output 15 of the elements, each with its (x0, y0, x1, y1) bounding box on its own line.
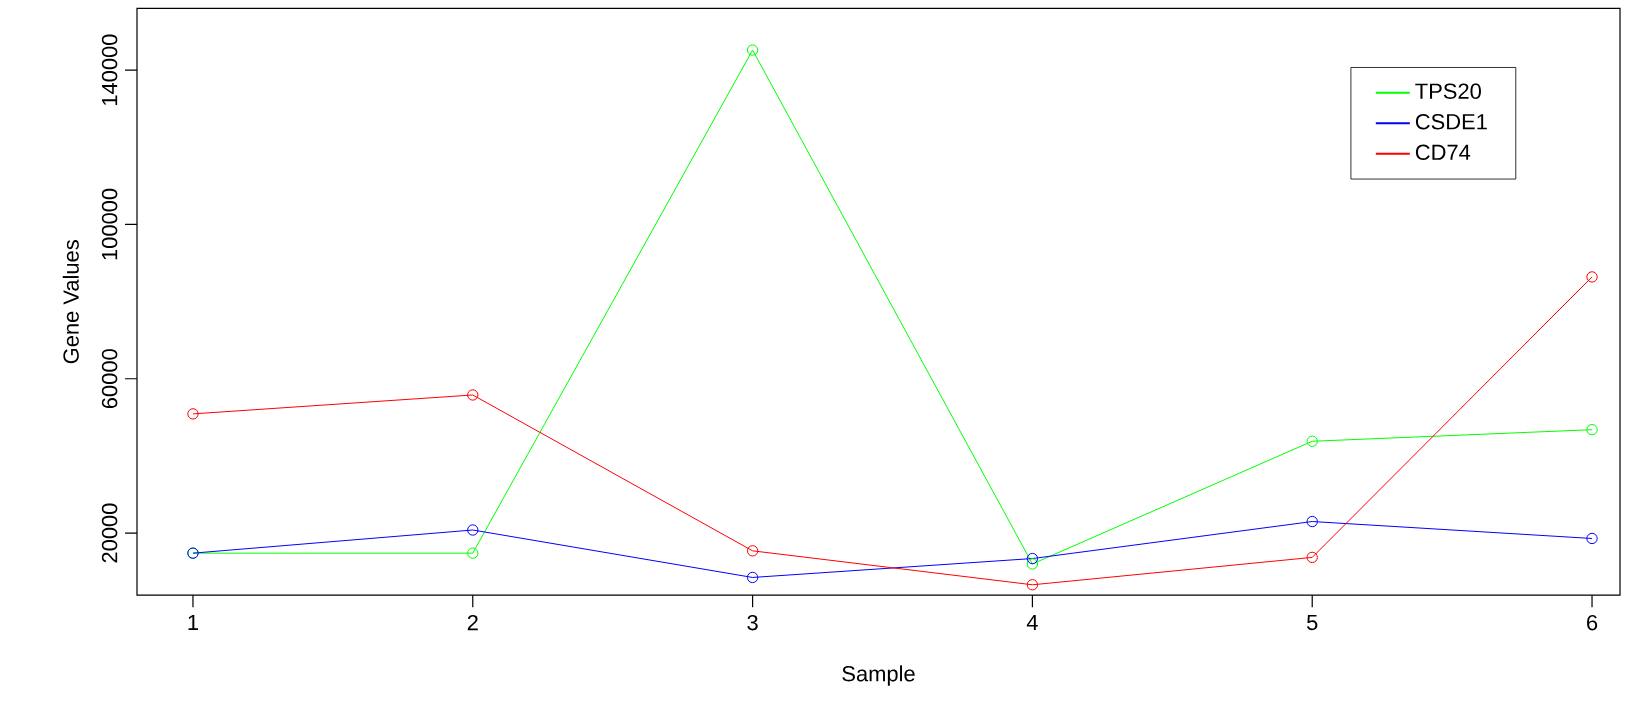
y-tick-label: 60000 (101, 349, 118, 409)
x-tick-label: 3 (747, 614, 758, 631)
x-tick-label: 5 (1307, 614, 1318, 631)
y-tick-label: 100000 (101, 188, 118, 260)
y-axis-title: Gene Values (62, 240, 79, 364)
x-tick-label: 2 (467, 614, 478, 631)
legend-label: TPS20 (1415, 83, 1481, 99)
x-axis-title: Sample (842, 665, 915, 686)
x-tick-label: 4 (1026, 614, 1038, 630)
legend-label: CSDE1 (1415, 113, 1487, 130)
y-tick-label: 20000 (101, 503, 118, 563)
x-tick-label: 6 (1587, 614, 1598, 631)
x-tick-label: 1 (188, 614, 198, 630)
legend-label: CD74 (1415, 144, 1471, 161)
y-tick-label: 140000 (101, 34, 118, 106)
